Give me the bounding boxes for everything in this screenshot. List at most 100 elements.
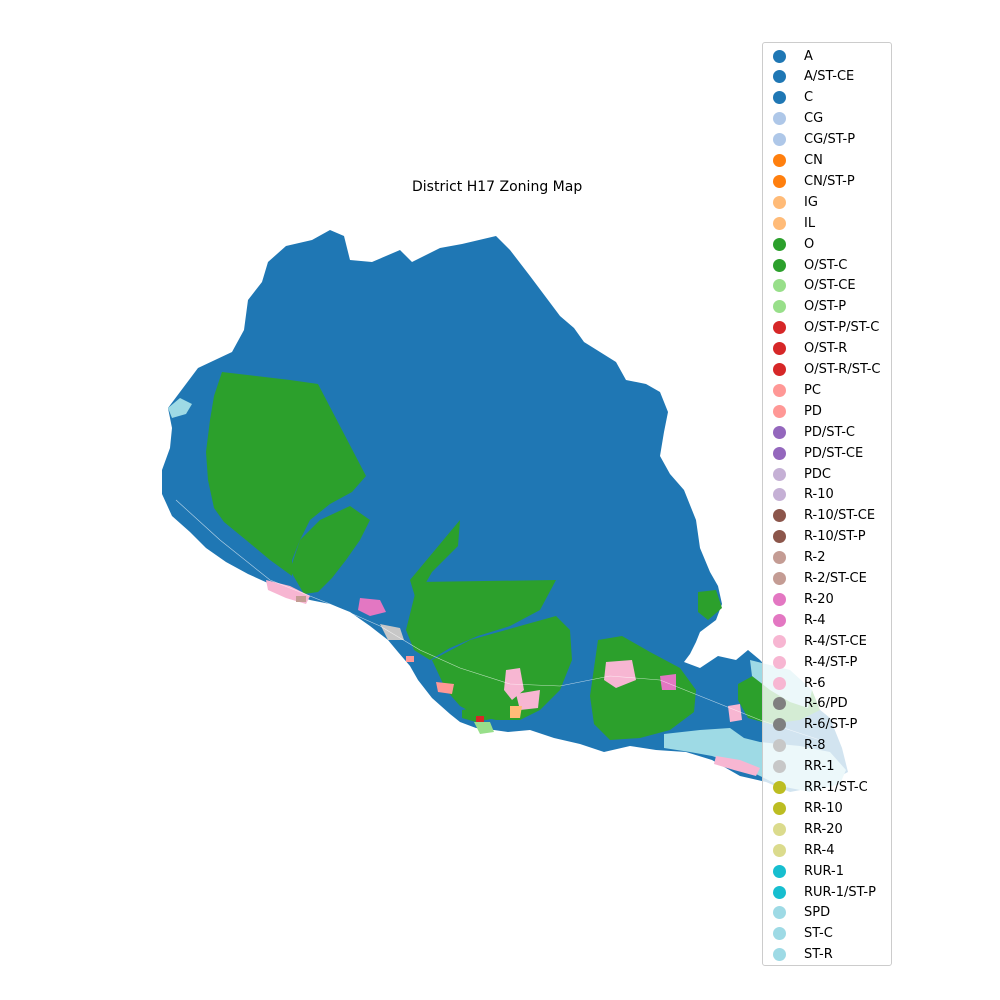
legend-label: ST-R [804,947,833,963]
legend-label: R-10/ST-P [804,529,866,545]
legend-item: O/ST-R/ST-C [773,361,880,379]
legend-item: A [773,47,813,65]
legend-label: RR-1 [804,759,835,775]
legend-label: RR-1/ST-C [804,780,868,795]
legend-item: R-4/ST-P [773,653,857,671]
legend-label: A [804,48,813,64]
zone-spd-west [168,398,192,418]
legend-label: SPD [804,905,831,921]
zone-o-central-2 [406,580,556,660]
legend-marker [773,49,786,63]
legend-label: R-10 [804,487,834,503]
zone-o-region [206,372,366,576]
road-line [175,499,821,741]
legend-item: ST-R [773,946,833,964]
legend-marker [773,342,786,356]
zone-r4-coastal [516,690,540,710]
legend-label: R-2/ST-CE [804,571,867,586]
legend-label: R-10/ST-CE [804,508,876,524]
legend-item: RR-10 [773,799,843,817]
legend-marker [773,467,786,481]
legend-marker [773,613,786,627]
legend-label: CN [804,153,823,168]
legend-label: PD/ST-CE [804,445,864,461]
legend-item: RR-20 [773,820,843,838]
legend-label: R-6/PD [804,696,848,712]
legend-item: R-10 [773,486,834,504]
legend-marker [773,174,786,188]
legend-marker [773,112,786,126]
legend-item: PC [773,381,821,399]
legend-item: SPD [773,904,830,922]
legend-label: PD [804,403,822,419]
legend-marker [773,195,786,209]
legend-label: O/ST-R [804,341,848,357]
legend-item: R-10/ST-CE [773,507,875,525]
legend-marker [773,530,786,544]
legend-item: C [773,89,813,107]
legend-label: CG [804,111,824,127]
legend-item: O/ST-P/ST-C [773,319,879,337]
legend-item: R-8 [773,737,825,755]
legend-item: O/ST-CE [773,277,856,295]
legend-label: O/ST-R/ST-C [804,362,881,377]
legend-label: RUR-1 [804,863,845,879]
legend-marker [773,906,786,920]
legend-item: R-4 [773,611,825,629]
zone-r4-east-2 [728,704,742,722]
legend-item: O/ST-R [773,340,847,358]
zone-r8-coastal [380,624,404,640]
legend-item: R-2/ST-CE [773,570,867,588]
legend-item: R-6/PD [773,695,848,713]
legend-marker [773,697,786,711]
legend-label: CG/ST-P [804,132,856,148]
legend-label: R-6 [804,675,826,691]
zone-pd-coastal [436,682,454,694]
zone-r6-east-coast [714,756,760,776]
zone-r4-east [604,660,636,688]
legend-item: RR-4 [773,841,835,859]
legend-marker [773,133,786,147]
legend: A A/ST-CE C CG CG/ST-P CN CN/ST-P IG IL O O/ST-C O/… [762,42,892,966]
legend-label: R-4/ST-CE [804,633,867,649]
legend-label: R-2 [804,550,826,566]
legend-marker [773,634,786,648]
zone-o-east-2 [698,590,722,620]
legend-label: PD/ST-C [804,424,855,440]
legend-item: RUR-1/ST-P [773,883,876,901]
legend-item: CN/ST-P [773,172,855,190]
legend-marker [773,216,786,230]
legend-label: R-20 [804,591,834,607]
zone-o-fingers [290,506,370,594]
legend-label: R-8 [804,738,826,754]
legend-marker [773,446,786,460]
legend-label: RUR-1/ST-P [804,884,876,900]
legend-item: PD/ST-C [773,423,855,441]
legend-label: PC [804,382,821,398]
legend-marker [773,801,786,815]
legend-label: R-4/ST-P [804,654,858,670]
legend-item: R-4/ST-CE [773,632,867,650]
legend-marker [773,551,786,565]
legend-label: IG [804,194,818,210]
zone-ost-p-south [474,722,494,734]
legend-marker [773,91,786,105]
legend-marker [773,404,786,418]
legend-item: R-10/ST-P [773,528,866,546]
legend-label: A/ST-CE [804,69,855,85]
legend-marker [773,592,786,606]
legend-label: O/ST-CE [804,278,856,294]
legend-item: A/ST-CE [773,68,854,86]
legend-item: O/ST-C [773,256,847,274]
legend-marker [773,739,786,753]
legend-label: R-6/ST-P [804,717,858,733]
legend-item: IL [773,214,815,232]
legend-marker [773,425,786,439]
legend-marker [773,676,786,690]
legend-label: IL [804,215,816,231]
zone-o-south [462,706,496,722]
legend-item: R-6 [773,674,825,692]
legend-label: C [804,90,814,106]
legend-item: RUR-1 [773,862,844,880]
zone-r10-coastal [296,596,306,602]
